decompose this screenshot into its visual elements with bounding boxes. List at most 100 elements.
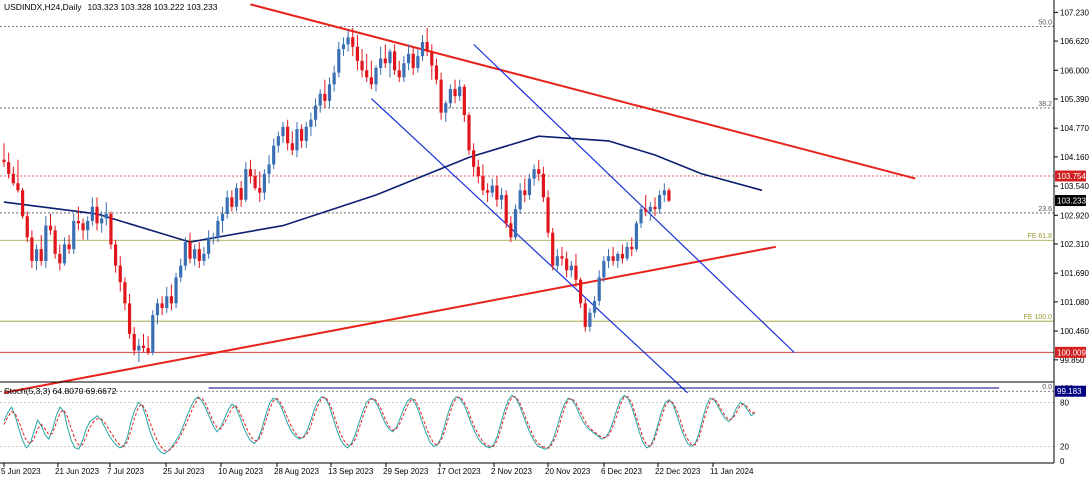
candle [281, 122, 285, 144]
candle [588, 308, 592, 332]
date-label: 20 Nov 2023 [545, 467, 591, 476]
candle [365, 53, 369, 83]
price-tick-label: 102.920 [1060, 211, 1089, 220]
stoch-tick-label: 80 [1060, 399, 1069, 408]
candle [290, 131, 294, 156]
candle [402, 56, 406, 83]
candle-body [523, 190, 527, 196]
candle [411, 46, 415, 75]
candle [462, 84, 466, 123]
candle-body [16, 183, 20, 191]
candle [155, 298, 160, 325]
candle-body [434, 65, 439, 80]
candle-body [197, 249, 201, 261]
candle-body [467, 114, 471, 151]
candle [86, 216, 90, 240]
candle-body [183, 242, 187, 266]
candle [193, 244, 197, 266]
candle [62, 237, 67, 266]
candle [360, 49, 364, 78]
price-badge [1055, 346, 1086, 358]
candle-body [634, 223, 638, 250]
candle-body [518, 190, 522, 210]
candle-body [448, 89, 452, 104]
candle-body [276, 136, 280, 146]
candle-body [155, 303, 160, 316]
candle [104, 202, 108, 226]
resistance-line [250, 3, 916, 180]
candle [434, 58, 439, 85]
candle-body [230, 197, 234, 207]
candle [304, 122, 308, 148]
candle [448, 84, 452, 108]
candle [30, 230, 34, 269]
date-label: 21 Jun 2023 [55, 467, 100, 476]
candle-body [62, 244, 67, 264]
price-tick-label: 107.230 [1060, 8, 1089, 17]
candle-body [100, 218, 104, 224]
candle [616, 251, 620, 269]
candle [151, 310, 155, 356]
candle-body [48, 225, 53, 231]
candle-body [58, 253, 62, 264]
candle-body [527, 178, 532, 196]
candle-body [625, 246, 629, 259]
candle [406, 44, 411, 71]
candle-body [606, 256, 611, 261]
candle-body [639, 209, 643, 224]
candle-body [262, 173, 266, 193]
candle-body [202, 253, 206, 261]
channel-lower-line [370, 98, 688, 394]
candle [127, 293, 132, 339]
candle-body [313, 105, 318, 120]
candle [34, 244, 39, 271]
candle-body [667, 190, 671, 201]
candle-body [281, 126, 285, 137]
candle-body [416, 56, 420, 68]
candle-body [309, 119, 313, 127]
candle [332, 65, 336, 92]
candle [309, 112, 313, 137]
candle-body [118, 265, 122, 283]
candle-body [109, 213, 113, 245]
candle [648, 202, 652, 221]
candle [234, 183, 239, 212]
candle [169, 284, 173, 311]
candle [369, 60, 373, 90]
candle [490, 178, 494, 198]
candle-body [95, 206, 99, 224]
candle-body [44, 225, 48, 261]
candle-body [351, 37, 355, 47]
candle [225, 190, 229, 219]
candle-body [486, 190, 490, 193]
candle-body [300, 129, 304, 141]
candle-body [644, 209, 648, 212]
candle-body [248, 169, 253, 177]
date-label: 13 Sep 2023 [328, 467, 374, 476]
candle-body [2, 159, 6, 163]
candle-body [532, 169, 536, 179]
candle-body [239, 187, 243, 200]
candle [313, 98, 318, 127]
candle-body [76, 220, 80, 224]
candle-body [602, 260, 606, 278]
candle-body [114, 244, 118, 266]
price-tick-label: 106.620 [1060, 37, 1089, 46]
price-tick-label: 99.850 [1060, 356, 1085, 365]
candle [174, 272, 178, 309]
candle [597, 270, 601, 306]
candle-body [462, 86, 466, 115]
candle-body [34, 249, 39, 261]
candle [620, 244, 625, 264]
candle-body [472, 150, 476, 167]
price-tick-label: 101.690 [1060, 269, 1089, 278]
candle-body [402, 63, 406, 78]
chart-header: USDINDX,H24,Daily 103.323 103.328 103.222… [4, 2, 218, 12]
candle-body [244, 169, 248, 200]
candle [383, 44, 387, 68]
candle [137, 338, 141, 363]
candle [611, 246, 615, 266]
candle-body [141, 345, 146, 349]
